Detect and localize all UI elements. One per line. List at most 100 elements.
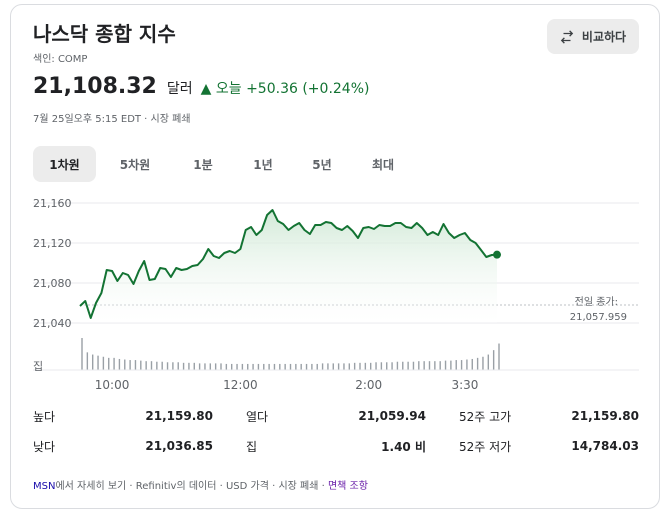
volume-label: 집 bbox=[33, 360, 43, 373]
volume-bar bbox=[369, 362, 372, 370]
volume-bar bbox=[108, 357, 110, 370]
volume-bar bbox=[118, 358, 121, 370]
price-chart[interactable]: 21,160 21,120 21,080 21,040 전일 종가: 21,057.959… bbox=[0, 0, 670, 400]
volume-bar bbox=[209, 363, 212, 370]
volume-bar bbox=[145, 361, 147, 370]
volume-bar bbox=[348, 363, 351, 370]
volume-bar bbox=[247, 363, 249, 370]
volume-bar bbox=[412, 361, 415, 370]
volume-bar bbox=[161, 361, 163, 370]
volume-bar bbox=[166, 362, 169, 370]
volume-bar bbox=[305, 363, 308, 370]
compare-button[interactable]: 비교하다 bbox=[547, 19, 639, 54]
volume-bar bbox=[257, 363, 260, 370]
volume-bar bbox=[177, 362, 179, 370]
volume-bar bbox=[214, 363, 217, 370]
tab-max[interactable]: 최대 bbox=[371, 157, 395, 172]
volume-bar bbox=[337, 363, 340, 370]
volume-bar bbox=[230, 363, 233, 370]
volume-bar bbox=[343, 363, 345, 370]
page-title: 나스닥 종합 지수 bbox=[33, 22, 176, 46]
volume-bar bbox=[418, 361, 420, 370]
volume-bar bbox=[172, 362, 174, 370]
volume-bar bbox=[375, 362, 377, 370]
volume-bar bbox=[300, 363, 302, 370]
volume-bar bbox=[81, 338, 83, 370]
stat-low-value: 21,036.85 bbox=[145, 439, 213, 453]
volume-bar bbox=[198, 363, 201, 370]
volume-bar bbox=[91, 354, 94, 370]
stat-low-label: 낮다 bbox=[33, 439, 56, 454]
volume-bar bbox=[460, 360, 463, 370]
y-tick-label: 21,160 bbox=[33, 197, 72, 210]
stat-52w-high: 52주 고가 21,159.80 bbox=[459, 406, 639, 426]
currency-label: 달러 bbox=[166, 81, 193, 97]
volume-bar bbox=[316, 363, 318, 370]
volume-bar bbox=[113, 357, 115, 370]
volume-bar bbox=[321, 363, 324, 370]
volume-bar bbox=[188, 362, 190, 370]
volume-bar bbox=[386, 362, 388, 370]
tab-1m[interactable]: 1분 bbox=[193, 157, 213, 172]
volume-bar bbox=[353, 362, 356, 370]
volume-bar bbox=[332, 363, 334, 370]
volume-bar bbox=[236, 363, 238, 370]
volume-bar bbox=[364, 362, 367, 370]
y-tick-label: 21,040 bbox=[33, 317, 72, 330]
volume-bar bbox=[476, 357, 479, 370]
tab-5y[interactable]: 5년 bbox=[312, 157, 332, 172]
volume-bar bbox=[97, 355, 99, 370]
volume-bar bbox=[359, 362, 361, 370]
stat-volume-value: 1.40 비 bbox=[381, 439, 426, 454]
volume-bar bbox=[220, 363, 222, 370]
volume-bar bbox=[455, 360, 457, 370]
disclaimer-link[interactable]: 면책 조항 bbox=[327, 481, 368, 492]
change-prefix: ▲ 오늘 bbox=[200, 81, 242, 97]
stat-open: 열다 21,059.94 bbox=[246, 406, 426, 426]
tab-1d[interactable]: 1차원 bbox=[33, 146, 96, 182]
volume-bar bbox=[150, 361, 153, 370]
volume-bar bbox=[129, 360, 131, 370]
prev-close-value: 21,057.959 bbox=[570, 312, 627, 323]
footer: MSN에서 자세히 보기 · Refinitiv의 데이터 · USD 가격 ·… bbox=[33, 477, 368, 492]
volume-bar bbox=[279, 363, 281, 370]
volume-bar bbox=[102, 356, 105, 370]
prev-close-label: 전일 종가: bbox=[575, 296, 618, 308]
x-tick-label: 10:00 bbox=[95, 378, 130, 392]
volume-bar bbox=[124, 359, 126, 370]
timeframe-tabs: 1차원 5차원 1분 1년 5년 최대 bbox=[33, 146, 416, 182]
volume-bar bbox=[225, 363, 228, 370]
stat-open-value: 21,059.94 bbox=[358, 409, 426, 423]
x-tick-label: 3:30 bbox=[451, 378, 478, 392]
volume-bar bbox=[466, 359, 468, 370]
tab-5d[interactable]: 5차원 bbox=[119, 157, 151, 172]
price-row: 21,108.32 달러 ▲ 오늘 +50.36 (+0.24%) bbox=[33, 74, 369, 99]
volume-bar bbox=[86, 352, 89, 370]
volume-bar bbox=[311, 363, 313, 370]
y-tick-label: 21,120 bbox=[33, 237, 72, 250]
last-price-dot[interactable] bbox=[493, 250, 501, 259]
volume-bar bbox=[140, 360, 142, 370]
stat-52w-high-label: 52주 고가 bbox=[459, 409, 512, 424]
volume-bar bbox=[380, 362, 383, 370]
stat-high-label: 높다 bbox=[33, 409, 56, 424]
price-area bbox=[80, 210, 497, 323]
volume-bar bbox=[182, 362, 185, 370]
volume-bar bbox=[295, 363, 297, 370]
stat-52w-high-value: 21,159.80 bbox=[571, 409, 639, 423]
msn-link[interactable]: MSN bbox=[33, 481, 56, 492]
x-tick-label: 12:00 bbox=[223, 378, 258, 392]
volume-bar bbox=[289, 363, 292, 370]
tab-1y[interactable]: 1년 bbox=[253, 157, 273, 172]
volume-bar bbox=[268, 363, 270, 370]
volume-bar bbox=[327, 363, 329, 370]
volume-bar bbox=[252, 363, 254, 370]
volume-bar bbox=[471, 358, 473, 370]
compare-label: 비교하다 bbox=[581, 30, 627, 44]
stat-52w-low: 52주 저가 14,784.03 bbox=[459, 436, 639, 456]
volume-bar bbox=[193, 362, 195, 370]
price-change: +50.36 (+0.24%) bbox=[246, 81, 370, 97]
price-line bbox=[79, 209, 498, 319]
stat-volume-label: 집 bbox=[246, 439, 258, 454]
volume-bar bbox=[444, 360, 447, 370]
